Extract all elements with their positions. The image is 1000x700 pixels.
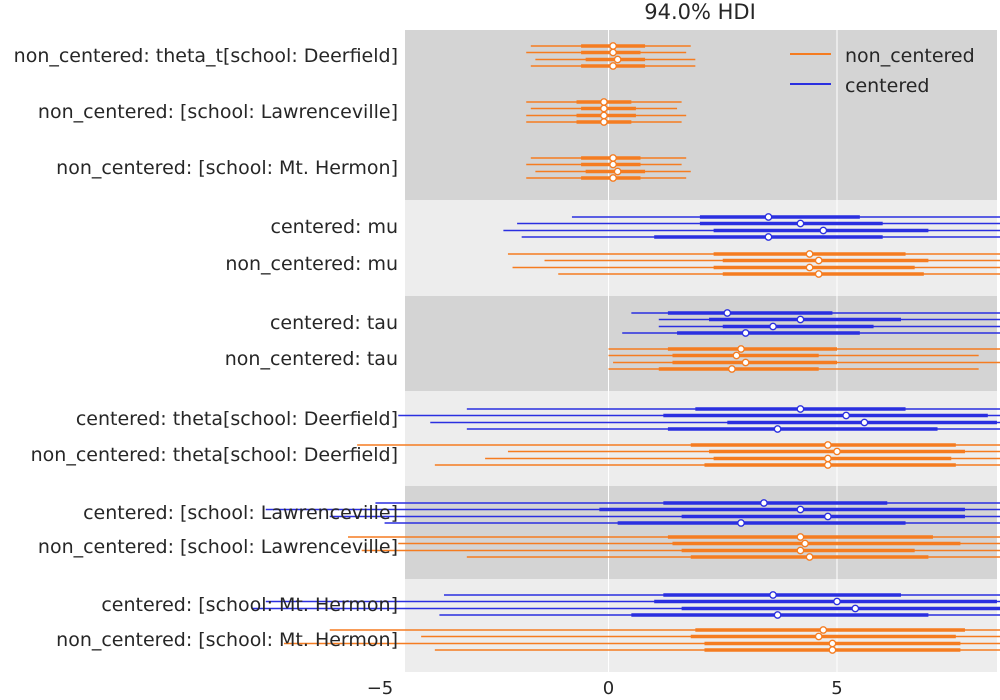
median-point: [819, 226, 828, 235]
parameter-label: non_centered: [school: Lawrenceville]: [38, 101, 398, 123]
parameter-label: non_centered: theta_t[school: Deerfield]: [14, 45, 398, 67]
parameter-label: non_centered: [school: Lawrenceville]: [38, 536, 398, 558]
median-point: [796, 546, 805, 555]
median-point: [741, 329, 750, 337]
parameter-label: non_centered: theta[school: Deerfield]: [31, 444, 398, 466]
legend-label: centered: [845, 75, 929, 97]
group-band: [405, 579, 997, 672]
median-point: [796, 315, 805, 324]
median-point: [737, 519, 745, 527]
median-point: [609, 160, 617, 169]
median-point: [814, 632, 823, 641]
median-point: [600, 111, 608, 120]
median-point: [801, 539, 809, 548]
median-point: [732, 351, 741, 360]
median-point: [737, 345, 745, 353]
median-point: [769, 322, 777, 331]
median-point: [828, 639, 837, 648]
x-tick-label: −5: [367, 678, 394, 699]
median-point: [805, 553, 814, 561]
median-point: [851, 604, 860, 613]
hdi-intervals: [252, 42, 1000, 654]
parameter-label: centered: tau: [270, 312, 398, 334]
median-point: [613, 55, 622, 64]
median-point: [796, 533, 805, 541]
parameter-labels: non_centered: theta_t[school: Deerfield]…: [14, 45, 398, 651]
median-point: [824, 461, 832, 469]
parameter-label: centered: [school: Lawrenceville]: [83, 502, 398, 524]
parameter-label: non_centered: mu: [225, 253, 398, 275]
parameter-label: non_centered: [school: Mt. Hermon]: [56, 629, 398, 651]
median-point: [609, 62, 617, 70]
group-band: [405, 391, 997, 486]
median-point: [860, 418, 869, 427]
median-point: [600, 118, 608, 126]
median-point: [842, 411, 850, 420]
median-point: [796, 405, 805, 413]
median-point: [764, 213, 773, 221]
median-point: [805, 263, 814, 272]
chart-title: 94.0% HDI: [644, 0, 756, 24]
median-point: [819, 626, 828, 634]
median-point: [824, 441, 832, 449]
median-point: [609, 48, 617, 57]
median-point: [828, 646, 837, 654]
median-point: [833, 597, 841, 606]
group-band: [405, 30, 997, 200]
median-point: [609, 174, 617, 182]
group-band: [405, 200, 997, 296]
parameter-label: centered: theta[school: Deerfield]: [76, 408, 398, 430]
median-point: [824, 454, 832, 463]
median-point: [773, 425, 782, 433]
median-point: [728, 365, 736, 373]
x-tick-label: 5: [831, 678, 842, 699]
parameter-label: non_centered: tau: [225, 348, 398, 370]
median-point: [600, 98, 608, 106]
median-point: [609, 42, 617, 50]
median-point: [796, 505, 805, 514]
median-point: [764, 233, 773, 241]
median-point: [773, 611, 782, 619]
median-point: [609, 154, 617, 162]
parameter-label: centered: [school: Mt. Hermon]: [101, 594, 398, 616]
median-point: [796, 219, 805, 228]
median-point: [805, 250, 814, 258]
median-point: [814, 256, 823, 265]
legend: non_centered centered: [790, 45, 975, 97]
median-point: [613, 167, 622, 176]
median-point: [824, 512, 832, 521]
parameter-label: centered: mu: [271, 216, 398, 238]
group-band: [405, 486, 997, 579]
median-point: [760, 499, 768, 507]
legend-label: non_centered: [845, 45, 975, 67]
median-point: [769, 591, 777, 599]
median-point: [600, 104, 608, 113]
median-point: [814, 270, 823, 278]
vertical-gridlines: [379, 30, 838, 672]
median-point: [833, 447, 841, 456]
median-point: [723, 309, 732, 317]
group-band: [405, 296, 997, 391]
x-axis-ticks: −5051015: [367, 678, 843, 699]
x-tick-label: 0: [603, 678, 614, 699]
parameter-label: non_centered: [school: Mt. Hermon]: [56, 157, 398, 179]
median-point: [741, 358, 750, 367]
group-bands: [405, 30, 997, 672]
